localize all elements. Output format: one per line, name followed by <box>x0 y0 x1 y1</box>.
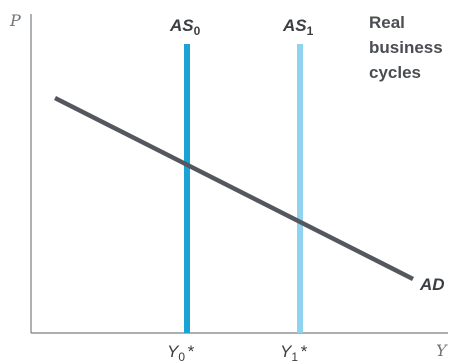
y0-star-tick-label: Y0 * <box>167 342 195 364</box>
ad-label: AD <box>419 275 445 294</box>
diagram-title: Real business cycles <box>369 13 447 82</box>
as1-label: AS1 <box>282 16 314 38</box>
ad-curve <box>53 95 415 282</box>
y1-star-tick-label: Y1 * <box>280 342 308 364</box>
as0-label: AS0 <box>169 16 201 38</box>
x-axis-label: Y <box>436 341 448 360</box>
y-axis-label: P <box>9 11 21 30</box>
